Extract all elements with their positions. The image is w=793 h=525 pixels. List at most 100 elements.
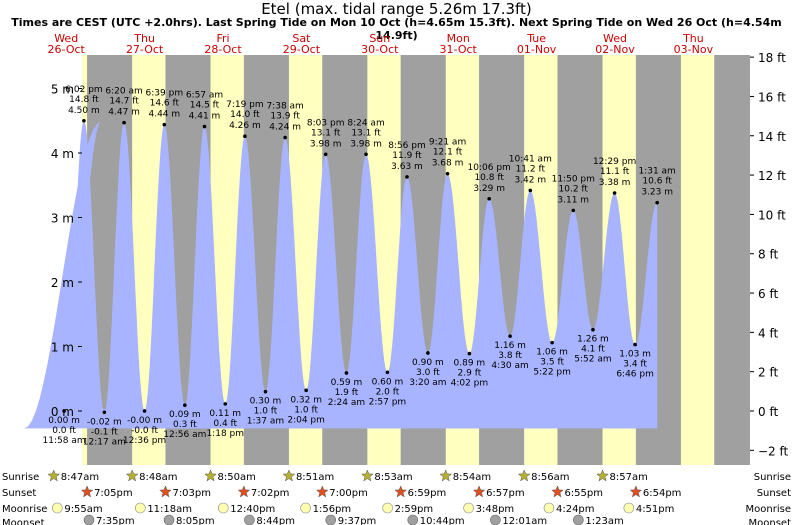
low-tide-ft: 2.0 ft bbox=[376, 387, 400, 397]
sunset-icon bbox=[237, 485, 251, 498]
moonrise-icon bbox=[300, 502, 311, 514]
low-tide-time: 2:57 pm bbox=[369, 397, 407, 407]
tide-point bbox=[508, 334, 512, 338]
date-label: 26-Oct bbox=[48, 43, 86, 56]
moonrise-time: 3:48pm bbox=[476, 504, 515, 515]
moonrise-time: 2:59pm bbox=[395, 504, 434, 515]
high-tide-m: 3.11 m bbox=[557, 195, 589, 205]
tide-point bbox=[263, 389, 268, 394]
day-label: Tue bbox=[526, 32, 546, 45]
moonrise-icon bbox=[217, 502, 229, 514]
y-tick-label-ft: 10 ft bbox=[758, 208, 786, 222]
tide-point bbox=[162, 122, 167, 127]
moonset-icon bbox=[83, 514, 95, 525]
high-tide-m: 3.42 m bbox=[514, 175, 546, 185]
moonrise-time: 12:40pm bbox=[230, 504, 275, 515]
y-tick-label-ft: 4 ft bbox=[758, 326, 778, 340]
sunset-icon bbox=[80, 485, 94, 498]
high-tide-m: 3.29 m bbox=[473, 184, 505, 194]
moonset-time: 8:05pm bbox=[176, 516, 215, 525]
low-tide-m: 0.11 m bbox=[209, 409, 241, 419]
y-tick-label-ft: 16 ft bbox=[758, 90, 786, 104]
y-tick-label-m: 2 m bbox=[51, 276, 74, 290]
low-tide-ft: 3.4 ft bbox=[623, 360, 647, 370]
low-tide-time: 6:46 pm bbox=[616, 370, 654, 380]
high-tide-ft: 14.5 ft bbox=[190, 101, 220, 111]
low-tide-ft: 2.9 ft bbox=[458, 369, 482, 379]
low-tide-time: 2:24 am bbox=[328, 398, 365, 408]
date-label: 01-Nov bbox=[517, 43, 557, 56]
low-tide-ft: 0.0 ft bbox=[52, 426, 76, 436]
high-tide-m: 3.98 m bbox=[350, 139, 382, 149]
sunset-icon bbox=[629, 485, 643, 498]
high-tide-time: 8:56 pm bbox=[388, 141, 426, 151]
tide-point bbox=[243, 134, 247, 139]
high-tide-m: 3.38 m bbox=[599, 178, 631, 188]
y-tick-label-m: 4 m bbox=[51, 147, 74, 161]
y-tick-label-ft: 6 ft bbox=[758, 287, 778, 301]
low-tide-ft: 0.3 ft bbox=[173, 420, 197, 430]
tide-point bbox=[655, 200, 659, 205]
low-tide-m: 1.03 m bbox=[619, 350, 651, 360]
high-tide-time: 6:20 am bbox=[105, 87, 142, 97]
sunset-time: 6:54pm bbox=[643, 488, 682, 499]
moonset-time: 8:44pm bbox=[256, 516, 295, 525]
moonrise-time: 4:24pm bbox=[556, 504, 595, 515]
high-tide-m: 3.23 m bbox=[641, 188, 673, 198]
high-tide-m: 4.47 m bbox=[108, 108, 140, 118]
sunset-icon bbox=[394, 485, 408, 498]
day-label: Fri bbox=[216, 32, 229, 45]
tide-point bbox=[223, 402, 228, 406]
sunset-time: 7:02pm bbox=[251, 488, 290, 499]
low-tide-m: 1.26 m bbox=[577, 335, 609, 345]
high-tide-ft: 13.1 ft bbox=[351, 128, 381, 138]
y-tick-label-ft: 18 ft bbox=[758, 51, 786, 65]
moonset-icon bbox=[490, 514, 501, 525]
high-tide-ft: 11.2 ft bbox=[516, 164, 546, 174]
row-label-left: Sunrise bbox=[2, 472, 39, 483]
low-tide-time: 12:56 am bbox=[163, 430, 206, 440]
moonset-time: 7:35pm bbox=[96, 516, 135, 525]
high-tide-m: 4.44 m bbox=[148, 110, 180, 120]
y-tick-label-ft: 12 ft bbox=[758, 169, 786, 183]
moonrise-time: 9:55am bbox=[64, 504, 102, 515]
high-tide-time: 7:38 am bbox=[266, 102, 303, 112]
date-label: 29-Oct bbox=[283, 43, 321, 56]
row-label-left: Sunset bbox=[2, 488, 36, 499]
row-label-right: Sunrise bbox=[754, 472, 791, 483]
high-tide-time: 8:03 pm bbox=[307, 118, 345, 128]
low-tide-time: 3:20 am bbox=[409, 378, 446, 388]
high-tide-time: 9:21 am bbox=[429, 138, 466, 148]
moonrise-time: 1:56pm bbox=[313, 504, 352, 515]
high-tide-ft: 14.8 ft bbox=[69, 95, 99, 105]
moonrise-icon bbox=[52, 502, 63, 514]
high-tide-m: 4.24 m bbox=[269, 123, 301, 133]
y-tick-label-ft: 8 ft bbox=[758, 248, 778, 262]
y-tick-label-ft: 14 ft bbox=[758, 130, 786, 144]
y-tick-label-ft: −2 ft bbox=[758, 444, 789, 458]
sunset-time: 6:59pm bbox=[408, 488, 447, 499]
tide-curve bbox=[24, 120, 658, 429]
sunset-icon bbox=[551, 485, 564, 498]
low-tide-m: 0.09 m bbox=[169, 410, 201, 420]
tide-point bbox=[304, 388, 308, 393]
high-tide-m: 4.26 m bbox=[229, 121, 261, 131]
tide-point bbox=[202, 124, 207, 129]
high-tide-ft: 14.7 ft bbox=[109, 97, 139, 107]
sunset-time: 6:55pm bbox=[564, 488, 603, 499]
low-tide-m: 0.60 m bbox=[372, 377, 404, 387]
tide-point bbox=[550, 340, 554, 345]
low-tide-ft: 3.5 ft bbox=[540, 358, 564, 368]
tide-point bbox=[344, 371, 349, 375]
moonset-time: 9:37pm bbox=[338, 516, 377, 525]
high-tide-time: 6:02 pm bbox=[65, 85, 103, 95]
day-label: Thu bbox=[133, 32, 155, 45]
tide-point bbox=[571, 208, 576, 213]
low-tide-m: 0.90 m bbox=[412, 358, 444, 368]
low-tide-m: 0.32 m bbox=[290, 395, 322, 405]
moonrise-icon bbox=[135, 502, 146, 514]
sunrise-time: 8:54am bbox=[453, 472, 491, 483]
date-label: 03-Nov bbox=[674, 43, 714, 56]
sunrise-icon bbox=[439, 469, 453, 482]
